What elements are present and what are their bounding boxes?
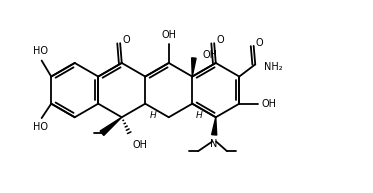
Polygon shape — [211, 117, 217, 135]
Text: O: O — [216, 35, 224, 45]
Text: O: O — [122, 35, 130, 45]
Text: OH: OH — [202, 50, 217, 60]
Text: H: H — [196, 111, 203, 120]
Text: N: N — [210, 139, 218, 149]
Text: HO: HO — [32, 47, 47, 56]
Polygon shape — [192, 58, 196, 77]
Text: OH: OH — [132, 140, 147, 150]
Text: O: O — [256, 38, 263, 48]
Text: NH₂: NH₂ — [264, 62, 283, 72]
Text: OH: OH — [161, 30, 176, 40]
Text: OH: OH — [261, 99, 276, 109]
Polygon shape — [100, 117, 122, 135]
Text: H: H — [150, 111, 156, 120]
Text: HO: HO — [32, 122, 47, 132]
